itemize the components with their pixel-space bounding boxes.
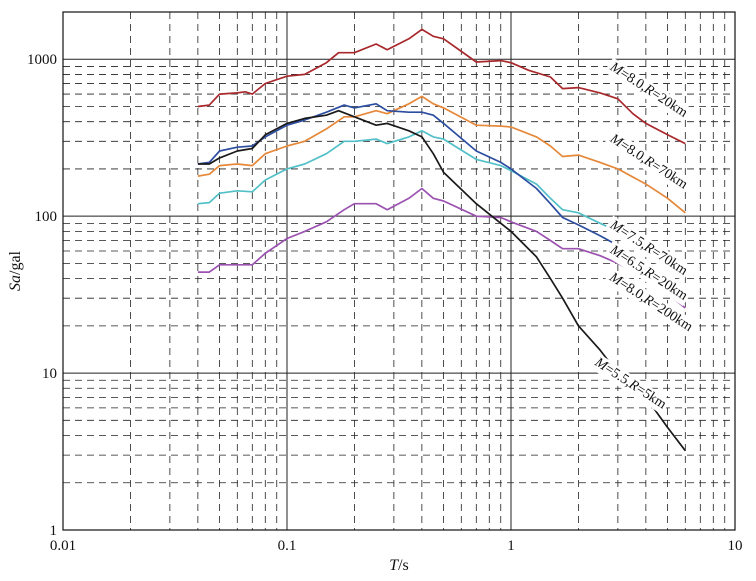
series-line-3: [197, 129, 686, 277]
series-line-6: [197, 109, 686, 452]
x-axis-title: T/s: [389, 557, 409, 574]
curve-label-text: M=5.5,R=5km: [591, 355, 669, 413]
y-axis-title: Sa/gal: [7, 250, 24, 291]
series-line-1: [197, 28, 686, 145]
plot-frame: [62, 11, 736, 531]
tick-labels: 0.01 0.1 1 10 1 10 100 1000: [27, 52, 743, 554]
curve-label-background: [604, 129, 693, 195]
curve-label-1: M=8.0,R=20km: [604, 57, 693, 123]
curve-label-text: M=8.0,R=20km: [606, 59, 690, 121]
y-tick-label: 10: [42, 366, 57, 382]
x-tick-label: 0.1: [278, 538, 297, 554]
curve-label-6: M=5.5,R=5km: [588, 352, 672, 415]
y-tick-label: 100: [35, 209, 58, 225]
curve-label-background: [604, 57, 693, 123]
curve-label-background: [604, 215, 693, 281]
x-tick-label: 10: [728, 538, 743, 554]
series-group: [197, 28, 686, 452]
y-tick-label: 1000: [27, 52, 57, 68]
curve-label-background: [603, 267, 698, 338]
x-tick-label: 1: [507, 538, 515, 554]
curve-label-background: [604, 240, 693, 306]
series-line-5: [197, 187, 686, 309]
y-tick-label: 1: [50, 523, 58, 539]
x-tick-label: 0.01: [50, 538, 76, 554]
curve-labels: M=8.0,R=20kmM=8.0,R=70kmM=7.5,R=70kmM=6.…: [588, 57, 698, 415]
series-line-2: [197, 95, 686, 214]
curve-label-background: [588, 352, 672, 415]
